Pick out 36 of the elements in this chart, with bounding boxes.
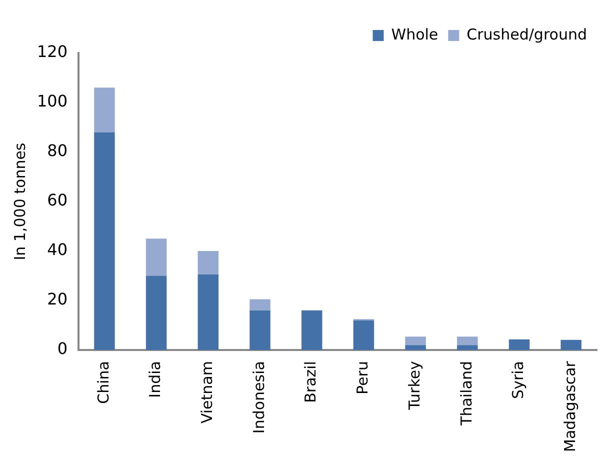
x-tick-label: India <box>146 361 164 398</box>
x-tick-label: Turkey <box>405 360 424 411</box>
bar <box>198 251 219 275</box>
y-tick-label: 60 <box>47 190 68 210</box>
bar <box>146 238 167 276</box>
x-tick-label: Peru <box>354 361 372 394</box>
x-tick-label: China <box>94 361 112 404</box>
x-tick-label: Vietnam <box>198 361 216 424</box>
bar <box>250 310 270 350</box>
x-tick-label: Madagascar <box>560 360 579 452</box>
y-tick-label: 100 <box>36 92 68 111</box>
bar <box>94 88 115 132</box>
x-tick-label: Syria <box>509 361 528 399</box>
bar <box>405 336 426 346</box>
bar <box>405 345 426 350</box>
bar <box>457 336 478 346</box>
bar <box>508 339 530 350</box>
y-tick-label: 40 <box>47 240 68 260</box>
legend-label: Crushed/ground <box>466 25 588 44</box>
bar <box>94 132 115 350</box>
legend-label: Whole <box>391 25 438 44</box>
bar <box>250 299 270 310</box>
bar <box>353 320 374 350</box>
x-tick-label: Brazil <box>302 361 320 403</box>
y-tick-label: 80 <box>47 141 68 160</box>
x-tick-label: Indonesia <box>250 361 268 434</box>
bar <box>457 345 478 350</box>
bar <box>198 274 219 350</box>
y-tick-label: 20 <box>47 290 68 309</box>
y-tick-label: 120 <box>36 42 68 62</box>
y-axis-title: In 1,000 tonnes <box>10 142 29 260</box>
bar <box>146 276 167 350</box>
x-tick-label: Thailand <box>457 361 476 426</box>
y-tick-label: 0 <box>57 339 68 358</box>
bar <box>301 310 322 350</box>
bar <box>560 340 582 350</box>
